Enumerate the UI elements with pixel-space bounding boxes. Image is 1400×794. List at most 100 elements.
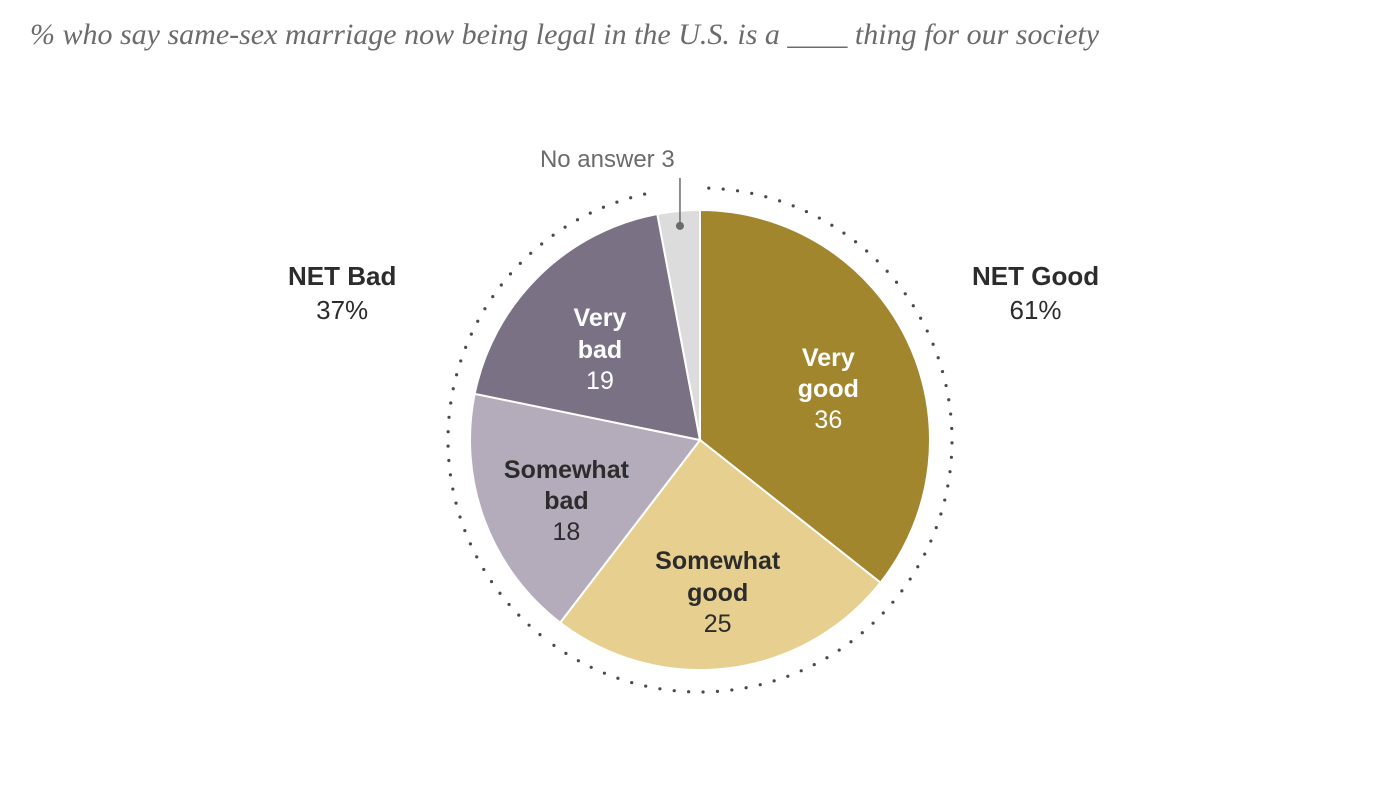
ring-dot [469,542,472,545]
net-good-label: NET Good61% [972,260,1099,328]
ring-dot [895,281,898,284]
ring-dot [805,210,808,213]
net-bad-label: NET Bad37% [288,260,396,328]
ring-dot [716,690,719,693]
ring-dot [950,427,953,430]
ring-dot [602,206,605,209]
ring-dot [616,677,619,680]
ring-dot [447,416,450,419]
ring-dot [861,631,864,634]
ring-dot [446,445,449,448]
ring-dot [449,401,452,404]
ring-dot [745,686,748,689]
ring-dot [871,622,874,625]
ring-dot [451,487,454,490]
ring-dot [778,199,781,202]
ring-dot [449,473,452,476]
ring-dot [644,684,647,687]
ring-dot [916,565,919,568]
ring-dot [939,512,942,515]
ring-dot [929,539,932,542]
ring-dot [589,212,592,215]
ring-dot [909,577,912,580]
ring-dot [943,498,946,501]
ring-dot [463,529,466,532]
ring-dot [764,195,767,198]
ring-dot [926,329,929,332]
ring-dot [792,204,795,207]
ring-dot [658,687,661,690]
ring-dot [452,387,455,390]
ring-dot [838,648,841,651]
ring-dot [882,611,885,614]
slice-label-somewhat_good: Somewhatgood25 [638,546,798,640]
ring-dot [786,675,789,678]
ring-dot [491,295,494,298]
ring-dot [564,652,567,655]
ring-dot [509,272,512,275]
slice-label-somewhat_bad: Somewhatbad18 [486,455,646,549]
ring-dot [459,359,462,362]
ring-dot [447,430,450,433]
ring-dot [919,317,922,320]
ring-dot [615,200,618,203]
ring-dot [813,663,816,666]
ring-dot [818,216,821,219]
ring-dot [722,187,725,190]
ring-dot [937,356,940,359]
ring-dot [590,666,593,669]
slice-label-very_good: Verygood36 [748,343,908,437]
ring-dot [483,307,486,310]
ring-dot [455,373,458,376]
ring-dot [687,690,690,693]
ring-dot [458,515,461,518]
ring-dot [517,614,520,617]
ring-dot [736,189,739,192]
ring-dot [949,412,952,415]
ring-dot [701,690,704,693]
ring-dot [941,370,944,373]
slice-label-very_bad: Verybad19 [520,303,680,397]
ring-dot [950,456,953,459]
ring-dot [886,270,889,273]
ring-dot [891,601,894,604]
ring-dot [576,218,579,221]
ring-dot [470,333,473,336]
ring-dot [950,441,953,444]
pie-svg [0,0,1400,789]
ring-dot [500,283,503,286]
ring-dot [876,259,879,262]
ring-dot [519,262,522,265]
ring-dot [923,552,926,555]
ring-dot [482,568,485,571]
pie-chart: Verygood36 Somewhatgood25Somewhatbad18 Ver… [0,0,1400,789]
ring-dot [630,681,633,684]
ring-dot [912,304,915,307]
ring-dot [750,192,753,195]
ring-dot [643,193,646,196]
ring-dot [935,526,938,529]
ring-dot [759,683,762,686]
ring-dot [842,232,845,235]
ring-dot [707,187,710,190]
ring-dot [947,398,950,401]
ring-dot [476,320,479,323]
ring-dot [904,292,907,295]
ring-dot [447,459,450,462]
ring-dot [577,659,580,662]
ring-dot [629,196,632,199]
ring-dot [946,484,949,487]
ring-dot [825,656,828,659]
ring-dot [773,679,776,682]
ring-dot [454,502,457,505]
ring-dot [540,242,543,245]
ring-dot [464,346,467,349]
ring-dot [603,672,606,675]
ring-dot [730,688,733,691]
ring-dot [538,633,541,636]
ring-dot [854,240,857,243]
ring-dot [944,384,947,387]
ring-dot [948,470,951,473]
ring-dot [552,234,555,237]
ring-dot [800,669,803,672]
